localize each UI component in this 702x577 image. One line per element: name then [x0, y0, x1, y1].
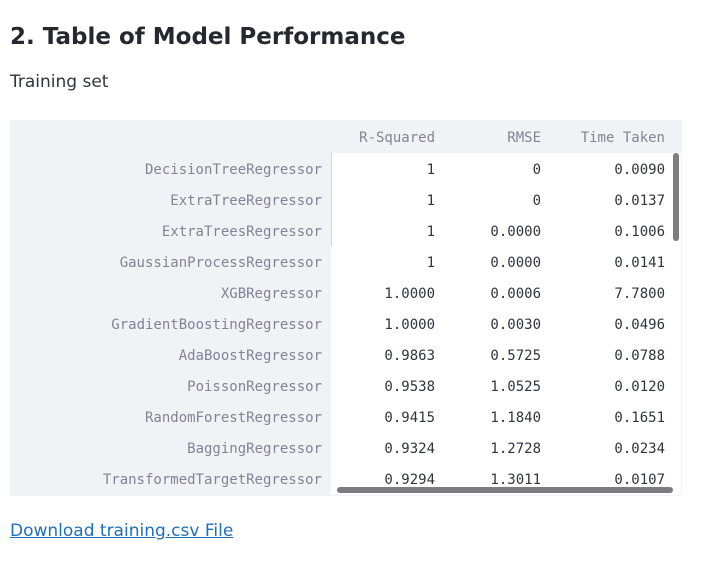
cell-rmse[interactable]: 0.0000 [490, 255, 541, 271]
row-model-name[interactable]: PoissonRegressor [187, 379, 322, 395]
cell-rmse[interactable]: 1.3011 [490, 472, 541, 488]
cell-time-taken[interactable]: 7.7800 [614, 286, 665, 302]
training-set-subtitle: Training set [10, 72, 109, 92]
cell-time-taken[interactable]: 0.1006 [614, 224, 665, 240]
row-model-name[interactable]: RandomForestRegressor [144, 410, 322, 426]
row-model-name[interactable]: GaussianProcessRegressor [119, 255, 322, 271]
table-row: ExtraTreeRegressor 1 0 0.0137 [11, 186, 665, 217]
cell-r-squared[interactable]: 1.0000 [384, 286, 435, 302]
vertical-scrollbar[interactable] [673, 153, 679, 241]
cell-r-squared[interactable]: 1 [426, 162, 435, 178]
table-row: TransformedTargetRegressor 0.9294 1.3011 0.… [11, 465, 665, 495]
cell-time-taken[interactable]: 0.0496 [614, 317, 665, 333]
horizontal-scrollbar[interactable] [337, 487, 673, 493]
table-row: XGBRegressor 1.0000 0.0006 7.7800 [11, 279, 665, 310]
table-row: DecisionTreeRegressor 1 0 0.0090 [11, 155, 665, 186]
cell-r-squared[interactable]: 1 [426, 193, 435, 209]
cell-r-squared[interactable]: 0.9538 [384, 379, 435, 395]
model-performance-table[interactable]: R-Squared RMSE Time Taken DecisionTreeRe… [10, 120, 682, 496]
row-model-name[interactable]: AdaBoostRegressor [178, 348, 322, 364]
table-row: BaggingRegressor 0.9324 1.2728 0.0234 [11, 434, 665, 465]
row-model-name[interactable]: TransformedTargetRegressor [102, 472, 322, 488]
table-row: GradientBoostingRegressor 1.0000 0.0030 0.0… [11, 310, 665, 341]
cell-r-squared[interactable]: 1 [426, 255, 435, 271]
index-column-background [11, 121, 331, 495]
column-header-rmse[interactable]: RMSE [507, 130, 541, 146]
cell-time-taken[interactable]: 0.0788 [614, 348, 665, 364]
cell-rmse[interactable]: 0 [532, 162, 541, 178]
column-header-r-squared[interactable]: R-Squared [359, 130, 435, 146]
header-row-background [11, 121, 681, 153]
download-training-csv-link[interactable]: Download training.csv File [10, 521, 234, 541]
cell-r-squared[interactable]: 0.9863 [384, 348, 435, 364]
cell-time-taken[interactable]: 0.1651 [614, 410, 665, 426]
cell-time-taken[interactable]: 0.0234 [614, 441, 665, 457]
cell-rmse[interactable]: 0.5725 [490, 348, 541, 364]
table-row: RandomForestRegressor 0.9415 1.1840 0.1651 [11, 403, 665, 434]
cell-rmse[interactable]: 1.1840 [490, 410, 541, 426]
cell-rmse[interactable]: 0.0000 [490, 224, 541, 240]
cell-time-taken[interactable]: 0.0090 [614, 162, 665, 178]
row-model-name[interactable]: ExtraTreesRegressor [161, 224, 322, 240]
index-header [11, 121, 331, 155]
table-body: DecisionTreeRegressor 1 0 0.0090 ExtraTreeRe… [11, 155, 665, 495]
performance-grid: R-Squared RMSE Time Taken DecisionTreeRe… [11, 121, 665, 495]
cell-r-squared[interactable]: 0.9324 [384, 441, 435, 457]
table-row: PoissonRegressor 0.9538 1.0525 0.0120 [11, 372, 665, 403]
column-header-time-taken[interactable]: Time Taken [580, 130, 665, 146]
cell-rmse[interactable]: 0.0030 [490, 317, 541, 333]
cell-r-squared[interactable]: 1.0000 [384, 317, 435, 333]
row-model-name[interactable]: ExtraTreeRegressor [170, 193, 322, 209]
cell-r-squared[interactable]: 1 [426, 224, 435, 240]
row-model-name[interactable]: DecisionTreeRegressor [144, 162, 322, 178]
cell-r-squared[interactable]: 0.9294 [384, 472, 435, 488]
section-heading: 2. Table of Model Performance [10, 24, 406, 50]
cell-rmse[interactable]: 1.2728 [490, 441, 541, 457]
row-model-name[interactable]: BaggingRegressor [187, 441, 322, 457]
row-model-name[interactable]: XGBRegressor [220, 286, 322, 302]
cell-rmse[interactable]: 0 [532, 193, 541, 209]
table-row: ExtraTreesRegressor 1 0.0000 0.1006 [11, 217, 665, 248]
table-row: AdaBoostRegressor 0.9863 0.5725 0.0788 [11, 341, 665, 372]
table-row: GaussianProcessRegressor 1 0.0000 0.0141 [11, 248, 665, 279]
cell-rmse[interactable]: 0.0006 [490, 286, 541, 302]
header-row: R-Squared RMSE Time Taken [11, 121, 665, 155]
cell-rmse[interactable]: 1.0525 [490, 379, 541, 395]
cell-time-taken[interactable]: 0.0137 [614, 193, 665, 209]
index-divider [331, 153, 332, 246]
cell-time-taken[interactable]: 0.0107 [614, 472, 665, 488]
cell-r-squared[interactable]: 0.9415 [384, 410, 435, 426]
cell-time-taken[interactable]: 0.0141 [614, 255, 665, 271]
cell-time-taken[interactable]: 0.0120 [614, 379, 665, 395]
row-model-name[interactable]: GradientBoostingRegressor [111, 317, 322, 333]
